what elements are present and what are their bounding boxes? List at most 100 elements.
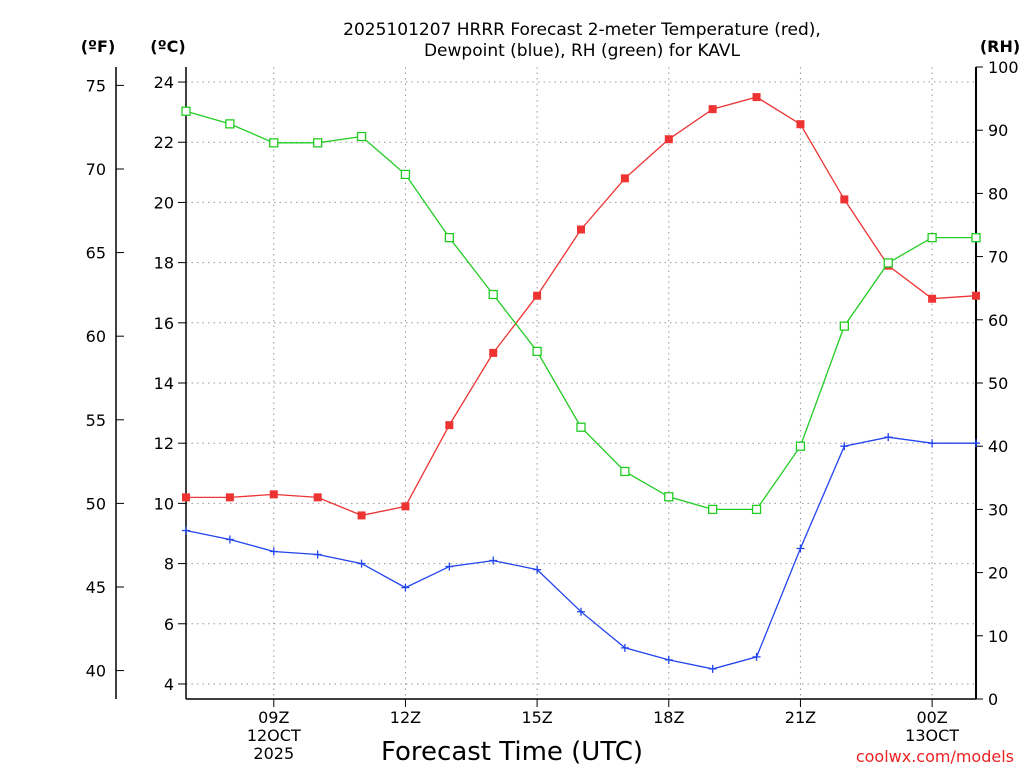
rh-point: [269, 138, 279, 148]
dewpoint-point: [401, 583, 410, 592]
rh-tick-label: 50: [988, 374, 1008, 393]
dewpoint-point: [489, 556, 498, 565]
x-tick-label: 21Z: [785, 708, 816, 727]
dewpoint-point: [445, 562, 454, 571]
rh-point: [225, 119, 235, 129]
temperature-point: [752, 93, 761, 102]
temperature-point: [708, 105, 717, 114]
rh-point: [971, 232, 981, 243]
dewpoint-point: [313, 550, 322, 559]
x-tick-label: 12OCT: [247, 726, 301, 745]
dewpoint-point: [533, 565, 542, 574]
temperature-point: [796, 120, 805, 129]
dewpoint-point: [357, 559, 366, 568]
rh-point: [927, 232, 937, 243]
temperature-point: [225, 493, 234, 502]
temperature-point: [577, 225, 585, 234]
temperature-point: [445, 421, 454, 430]
x-tick-label: 00Z: [916, 708, 947, 727]
temperature-point: [620, 174, 629, 183]
rh-point: [532, 346, 542, 357]
rh-point: [400, 169, 411, 180]
temperature-point: [533, 291, 542, 300]
rh-point: [444, 232, 454, 243]
temperature-point: [357, 511, 366, 520]
celsius-tick-label: 10: [154, 494, 174, 513]
temperature-point: [269, 490, 278, 499]
dewpoint-point: [269, 547, 278, 556]
dewpoint-series-line: [185, 436, 976, 670]
dewpoint-point: [225, 535, 234, 544]
celsius-tick-label: 14: [154, 374, 174, 393]
rh-point: [883, 258, 893, 268]
rh-tick-label: 90: [988, 121, 1008, 140]
dewpoint-point: [840, 442, 849, 451]
dewpoint-point: [796, 544, 805, 553]
rh-tick-label: 0: [988, 690, 998, 709]
dewpoint-point: [884, 433, 893, 442]
rh-tick-label: 60: [988, 311, 1008, 330]
temperature-point: [664, 135, 673, 144]
fahrenheit-tick-label: 60: [86, 327, 106, 346]
x-tick-label: 18Z: [653, 708, 684, 727]
dewpoint-point: [620, 643, 629, 652]
celsius-tick-label: 6: [164, 615, 174, 634]
x-tick-label: 2025: [253, 744, 294, 763]
temperature-point: [489, 348, 498, 357]
fahrenheit-tick-label: 65: [86, 244, 106, 263]
rh-tick-label: 100: [988, 58, 1019, 77]
grid-lines: [186, 67, 976, 699]
rh-point: [576, 422, 586, 432]
rh-tick-label: 10: [988, 627, 1008, 646]
celsius-tick-label: 20: [154, 193, 174, 212]
fahrenheit-tick-label: 55: [86, 411, 106, 430]
fahrenheit-tick-label: 75: [86, 76, 106, 95]
celsius-tick-label: 22: [154, 133, 174, 152]
dewpoint-point: [708, 664, 717, 673]
rh-tick-label: 80: [988, 184, 1008, 203]
temperature-point: [313, 493, 322, 502]
fahrenheit-tick-label: 50: [86, 494, 106, 513]
x-tick-label: 12Z: [390, 708, 421, 727]
rh-point: [751, 504, 762, 515]
temperature-point: [182, 493, 190, 502]
temperature-point: [840, 195, 849, 204]
dewpoint-point: [577, 607, 585, 616]
rh-tick-label: 70: [988, 248, 1008, 267]
tick-labels: 4 6 8 10 12 14 16 18 20 22 24 40 45 50 55 60 65 70 75 0 10 20…: [86, 58, 1019, 763]
fahrenheit-tick-label: 45: [86, 578, 106, 597]
fahrenheit-tick-label: 70: [86, 160, 106, 179]
celsius-tick-label: 4: [164, 675, 174, 694]
rh-series-line: [185, 110, 976, 511]
rh-point: [313, 138, 323, 148]
rh-point: [708, 504, 718, 515]
rh-point: [664, 492, 674, 502]
x-tick-label: 13OCT: [905, 726, 959, 745]
celsius-tick-label: 18: [154, 254, 174, 273]
dewpoint-point: [928, 439, 937, 448]
data-series: [181, 93, 981, 673]
celsius-axis-unit: (ºC): [150, 37, 185, 56]
dewpoint-point: [182, 526, 190, 535]
rh-point: [839, 321, 849, 331]
temperature-point: [401, 502, 410, 511]
rh-axis-unit: (RH): [980, 37, 1020, 56]
rh-tick-label: 20: [988, 564, 1008, 583]
rh-point: [181, 106, 191, 116]
fahrenheit-tick-label: 40: [86, 662, 106, 681]
celsius-tick-label: 16: [154, 314, 174, 333]
fahrenheit-axis-unit: (ºF): [81, 37, 116, 56]
axes: [115, 66, 983, 707]
celsius-tick-label: 24: [154, 73, 174, 92]
rh-point: [488, 289, 498, 300]
credit-text: coolwx.com/models: [856, 747, 1014, 766]
rh-point: [356, 131, 367, 142]
x-tick-label: 15Z: [521, 708, 552, 727]
celsius-tick-label: 12: [154, 434, 174, 453]
dewpoint-point: [972, 439, 980, 448]
chart-title-line-1: 2025101207 HRRR Forecast 2-meter Tempera…: [343, 20, 821, 40]
rh-tick-label: 30: [988, 500, 1008, 519]
x-axis-label: Forecast Time (UTC): [381, 737, 643, 767]
rh-point: [620, 466, 630, 477]
